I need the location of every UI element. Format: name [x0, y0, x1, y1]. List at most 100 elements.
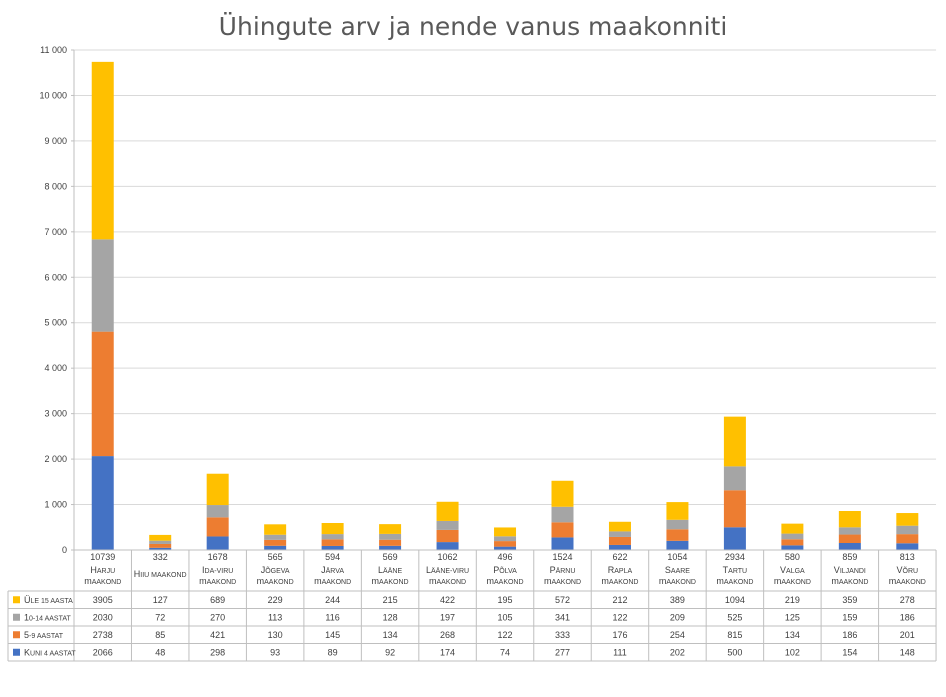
table-cell-value: 389 [670, 595, 685, 605]
bar-segment [436, 542, 459, 550]
table-cell-value: 127 [153, 595, 168, 605]
bar-segment [436, 501, 459, 521]
bar-segment [321, 534, 344, 540]
table-cell-value: 130 [268, 630, 283, 640]
y-tick-label: 0 [62, 545, 67, 555]
table-cell-value: 1094 [725, 595, 745, 605]
category-total: 1062 [438, 552, 458, 562]
bar-segment [838, 534, 861, 543]
legend-swatch [13, 631, 20, 639]
bar-segment [494, 536, 517, 542]
bar-segment [666, 519, 689, 530]
category-label: LÄÄNE-VIRU mAAKOND [426, 565, 469, 586]
bar-segment [149, 543, 172, 548]
table-cell-value: 2030 [93, 612, 113, 622]
category-label: LÄÄNE mAAKOND [372, 565, 409, 586]
bar-segment [838, 511, 861, 528]
table-cell-value: 93 [270, 647, 280, 657]
bar-segment [838, 543, 861, 550]
bar-segment [666, 529, 689, 541]
table-cell-value: 154 [842, 647, 857, 657]
table-cell-value: 159 [842, 612, 857, 622]
bar-segment [896, 534, 919, 544]
table-cell-value: 219 [785, 595, 800, 605]
bar-segment [551, 537, 574, 550]
legend-label: KUNI 4 AASTAT [24, 647, 76, 657]
table-cell-value: 298 [210, 647, 225, 657]
table-cell-value: 134 [383, 630, 398, 640]
y-tick-label: 5 000 [44, 318, 67, 328]
table-cell-value: 244 [325, 595, 340, 605]
table-cell-value: 89 [328, 647, 338, 657]
bar-segment [206, 517, 229, 537]
bar-segment [608, 521, 631, 532]
table-cell-value: 359 [842, 595, 857, 605]
table-cell-value: 74 [500, 647, 510, 657]
category-total: 1524 [552, 552, 572, 562]
bar-segment [91, 239, 114, 332]
table-cell-value: 197 [440, 612, 455, 622]
table-cell-value: 128 [383, 612, 398, 622]
y-tick-label: 11 000 [40, 45, 67, 55]
table-cell-value: 525 [727, 612, 742, 622]
bar-segment [838, 527, 861, 535]
category-label: PÄRNU mAAKOND [544, 565, 581, 586]
category-total: 332 [153, 552, 168, 562]
y-tick-label: 4 000 [44, 363, 67, 373]
bar-segment [494, 527, 517, 537]
y-tick-label: 3 000 [44, 409, 67, 419]
gridlines [74, 49, 937, 506]
bar-segment [551, 522, 574, 538]
legend-label: ÜLE 15 AASTA [24, 595, 73, 605]
table-cell-value: 116 [325, 612, 339, 622]
bar-segment [379, 539, 402, 546]
category-label: HARJU mAAKOND [84, 565, 121, 586]
table-cell-value: 72 [155, 612, 165, 622]
bar-segment [206, 505, 229, 518]
table-cell-value: 212 [612, 595, 627, 605]
category-total: 565 [268, 552, 283, 562]
data-table: 10739 HARJU mAAKOND 332 HIIU MAAKOND 1678 IDA-… [7, 549, 937, 662]
table-cell-value: 92 [385, 647, 395, 657]
table-cell-value: 278 [900, 595, 915, 605]
table-cell-value: 201 [900, 630, 915, 640]
table-cell-value: 277 [555, 647, 570, 657]
category-total: 10739 [90, 552, 115, 562]
category-label: VILJANDI mAAKOND [831, 565, 868, 586]
bar-segment [321, 539, 344, 546]
table-cell-value: 229 [268, 595, 283, 605]
table-cell-value: 195 [498, 595, 513, 605]
table-cell-value: 2066 [93, 647, 113, 657]
y-tick-label: 10 000 [39, 90, 67, 100]
table-cell-value: 341 [555, 612, 570, 622]
bar-segment [666, 540, 689, 550]
table-cell-value: 254 [670, 630, 685, 640]
bar-segment [379, 524, 402, 534]
category-total: 622 [612, 552, 627, 562]
bar-segment [264, 534, 287, 540]
category-total: 569 [383, 552, 398, 562]
table-cell-value: 333 [555, 630, 570, 640]
legend-label: 10-14 AASTAT [24, 612, 72, 622]
y-tick-label: 9 000 [44, 136, 67, 146]
table-cell-value: 122 [612, 612, 627, 622]
bar-segment [781, 523, 804, 534]
category-label: JÕGEVA mAAKOND [257, 565, 294, 586]
bar-segment [781, 539, 804, 546]
bar-segment [206, 536, 229, 550]
table-cell-value: 186 [900, 612, 915, 622]
table-cell-value: 105 [498, 612, 513, 622]
table-cell-value: 125 [785, 612, 800, 622]
y-axis: 0 1 000 2 000 3 000 4 000 5 000 6 000 7 000 8 00… [39, 45, 75, 555]
table-cell-value: 148 [900, 647, 915, 657]
table-cell-value: 48 [155, 647, 165, 657]
bar-segment [494, 541, 517, 547]
bar-segment [379, 533, 402, 540]
table-cell-value: 268 [440, 630, 455, 640]
table-cell-value: 202 [670, 647, 685, 657]
category-label: VÕRU mAAKOND [889, 565, 926, 586]
bar-segment [551, 506, 574, 523]
category-total: 496 [498, 552, 513, 562]
table-cell-value: 500 [727, 647, 742, 657]
